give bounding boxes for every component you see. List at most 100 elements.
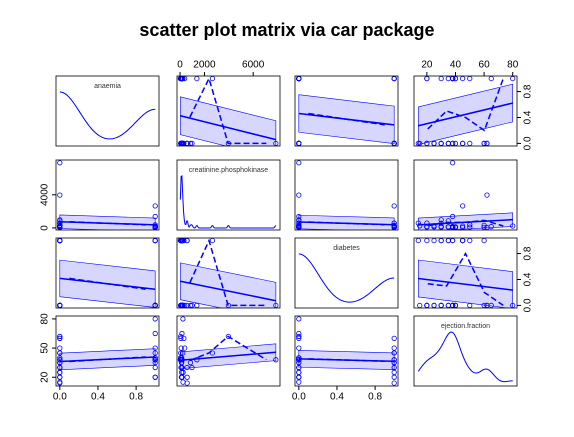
variable-label: anaemia	[94, 83, 121, 90]
density-line	[298, 253, 395, 303]
point	[417, 223, 423, 229]
point	[57, 355, 63, 361]
x-tick-label: 80	[507, 60, 519, 71]
point	[460, 203, 466, 209]
point	[391, 335, 397, 341]
regression-line	[418, 277, 513, 291]
regression-line	[180, 114, 277, 141]
point	[152, 316, 158, 322]
smoother-line	[427, 78, 504, 132]
x-tick-label: 0.0	[292, 392, 306, 403]
point	[152, 357, 158, 363]
panel-frame	[294, 315, 399, 387]
point	[445, 224, 451, 230]
point	[194, 357, 200, 363]
point	[57, 345, 63, 351]
point	[391, 374, 397, 380]
smoother-line	[69, 220, 146, 226]
point	[391, 380, 397, 386]
panel-frame	[176, 237, 281, 309]
panel	[57, 160, 158, 230]
point	[180, 350, 186, 356]
panel-frame	[176, 315, 281, 387]
point	[450, 213, 456, 220]
smoother-line	[189, 335, 267, 362]
point	[391, 369, 397, 375]
variable-label: diabetes	[333, 245, 360, 252]
panel-frame	[176, 75, 281, 147]
density-line	[417, 331, 513, 383]
point	[467, 222, 473, 228]
point	[296, 335, 302, 341]
smoother-line	[189, 76, 267, 145]
point	[182, 345, 188, 351]
point	[445, 218, 451, 224]
point	[57, 218, 63, 224]
smoother-line	[69, 356, 146, 363]
point	[152, 355, 158, 361]
point	[438, 220, 444, 226]
point	[296, 224, 302, 230]
smoother-line	[69, 277, 146, 290]
point	[431, 223, 437, 229]
point	[391, 345, 397, 351]
panel-frame	[55, 75, 160, 147]
point	[391, 224, 397, 230]
panel	[415, 160, 516, 230]
point	[438, 217, 444, 223]
point	[152, 364, 158, 371]
point	[184, 364, 190, 371]
smoother-line	[308, 358, 385, 363]
point	[179, 374, 185, 380]
point	[296, 357, 302, 363]
point	[57, 380, 63, 386]
point	[178, 355, 185, 361]
x-tick-label: 6000	[242, 60, 265, 71]
variable-label: creatinine.phosphokinase	[189, 167, 268, 174]
point	[187, 360, 194, 366]
panel-frame	[55, 237, 160, 309]
point	[180, 316, 186, 322]
y-tick-label: 0.4	[523, 110, 534, 124]
smoother-line	[308, 112, 385, 126]
panel	[59, 91, 156, 140]
point	[152, 213, 158, 220]
panel	[177, 316, 279, 386]
smoother-line	[427, 251, 504, 307]
panel-frame	[294, 159, 399, 231]
point	[296, 374, 302, 380]
y-tick-label: 0.8	[523, 84, 534, 98]
point	[481, 224, 487, 230]
point	[57, 160, 63, 166]
point	[296, 330, 302, 337]
point	[296, 364, 302, 371]
point	[57, 374, 63, 380]
smoother-line	[189, 238, 267, 307]
y-tick-label: 0.8	[523, 246, 534, 260]
point	[296, 316, 302, 322]
point	[152, 350, 158, 356]
point	[391, 360, 397, 366]
y-tick-label: 0.4	[523, 272, 534, 286]
point	[152, 203, 158, 209]
point	[209, 350, 216, 356]
x-tick-label: 20	[421, 60, 433, 71]
point	[152, 345, 158, 351]
variable-label: ejection.fraction	[441, 323, 490, 330]
panel-frame	[413, 75, 518, 147]
point	[57, 369, 63, 375]
y-tick-label: 50	[40, 342, 51, 354]
x-tick-label: 0.4	[330, 392, 344, 403]
point	[57, 333, 63, 340]
point	[189, 364, 195, 371]
panel-frame	[55, 315, 160, 387]
point	[57, 220, 63, 226]
panel	[57, 238, 158, 308]
x-tick-label: 0.8	[129, 392, 143, 403]
point	[391, 220, 397, 226]
point	[296, 345, 302, 351]
point	[180, 369, 186, 375]
panel	[177, 238, 279, 308]
point	[57, 364, 63, 371]
